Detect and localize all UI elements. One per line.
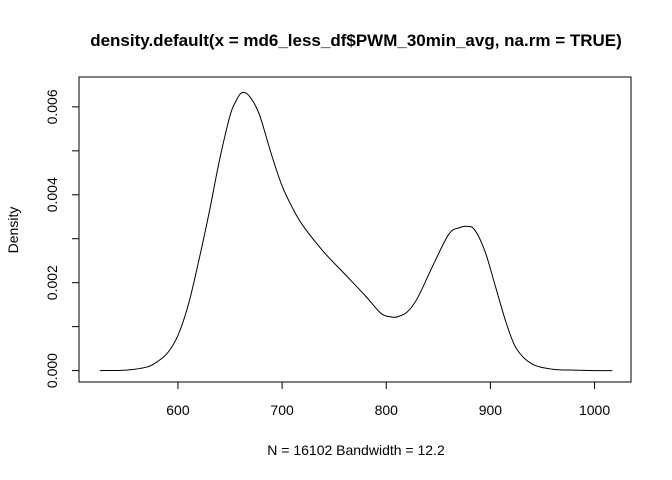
y-tick-label: 0.006 <box>44 89 60 124</box>
y-tick-label: 0.000 <box>44 353 60 388</box>
x-tick-label: 600 <box>166 402 190 418</box>
y-tick-label: 0.002 <box>44 265 60 300</box>
density-curve <box>99 91 613 372</box>
x-tick-label: 1000 <box>579 402 610 418</box>
chart-title: density.default(x = md6_less_df$PWM_30mi… <box>90 31 622 50</box>
y-tick-label: 0.004 <box>44 177 60 212</box>
x-axis-label: N = 16102 Bandwidth = 12.2 <box>267 442 445 458</box>
x-tick-label: 700 <box>270 402 294 418</box>
x-tick-label: 800 <box>375 402 399 418</box>
y-axis: 0.000 0.002 0.004 0.006 <box>44 89 80 388</box>
plot-frame <box>78 76 632 383</box>
x-tick-label: 900 <box>479 402 503 418</box>
x-axis: 600 700 800 900 1000 <box>166 381 610 418</box>
y-axis-label: Density <box>5 207 21 254</box>
